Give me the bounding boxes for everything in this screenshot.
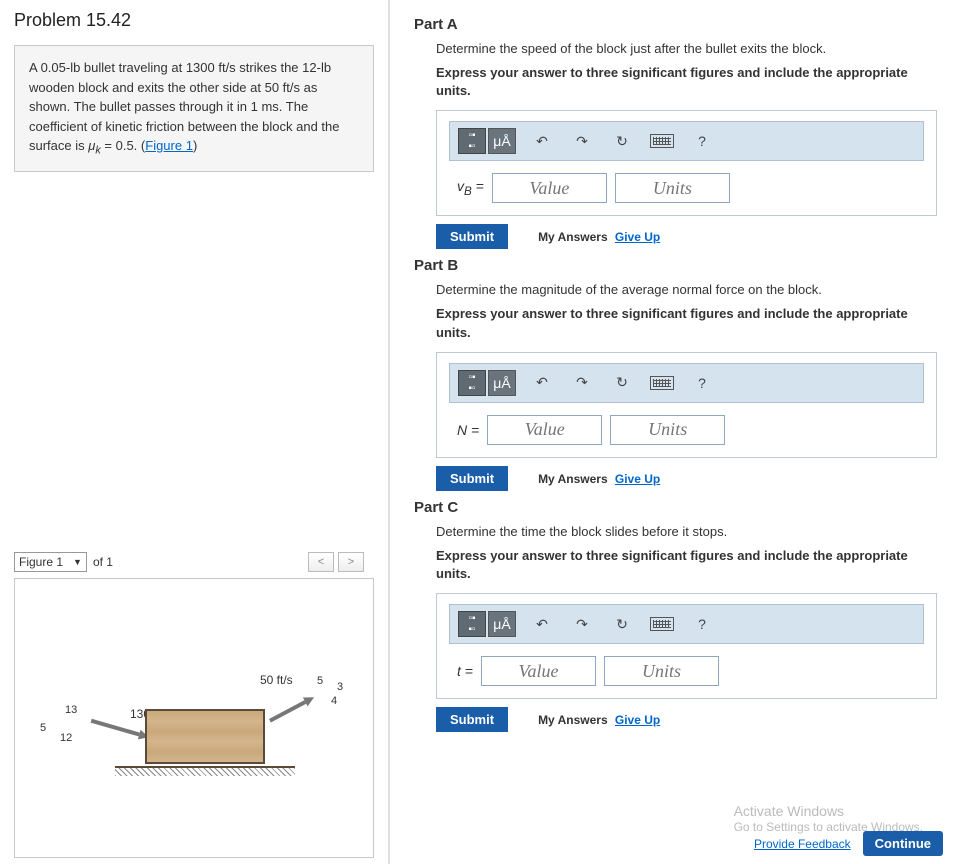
my-answers-label: My Answers <box>538 713 608 727</box>
variable-label: t = <box>457 663 473 679</box>
greek-button[interactable]: μÅ <box>488 611 516 637</box>
greek-button[interactable]: μÅ <box>488 128 516 154</box>
give-up-link[interactable]: Give Up <box>615 713 660 727</box>
part-b-question: Determine the magnitude of the average n… <box>436 282 937 297</box>
submit-button[interactable]: Submit <box>436 466 508 491</box>
my-answers-label: My Answers <box>538 230 608 244</box>
figure-prev-button[interactable]: < <box>308 552 334 572</box>
problem-statement: A 0.05-lb bullet traveling at 1300 ft/s … <box>14 45 374 172</box>
submit-button[interactable]: Submit <box>436 707 508 732</box>
greek-button[interactable]: μÅ <box>488 370 516 396</box>
reset-button[interactable]: ↻ <box>608 611 636 637</box>
units-input[interactable] <box>615 173 730 203</box>
answer-box-c: ▫▪▪▫ μÅ ↶ ↷ ↻ ? t = <box>436 593 937 699</box>
keyboard-button[interactable] <box>648 370 676 396</box>
part-title-c: Part C <box>414 499 937 516</box>
part-title-a: Part A <box>414 16 937 33</box>
part-c-question: Determine the time the block slides befo… <box>436 524 937 539</box>
templates-button[interactable]: ▫▪▪▫ <box>458 370 486 396</box>
figure-selector-label: Figure 1 <box>19 555 63 569</box>
help-button[interactable]: ? <box>688 611 716 637</box>
help-button[interactable]: ? <box>688 128 716 154</box>
undo-button[interactable]: ↶ <box>528 128 556 154</box>
part-a-question: Determine the speed of the block just af… <box>436 41 937 56</box>
speed-out-label: 50 ft/s <box>260 673 293 687</box>
redo-button[interactable]: ↷ <box>568 370 596 396</box>
templates-button[interactable]: ▫▪▪▫ <box>458 611 486 637</box>
continue-button[interactable]: Continue <box>863 831 943 856</box>
redo-button[interactable]: ↷ <box>568 611 596 637</box>
input-toolbar: ▫▪▪▫ μÅ ↶ ↷ ↻ ? <box>449 121 924 161</box>
submit-button[interactable]: Submit <box>436 224 508 249</box>
units-input[interactable] <box>604 656 719 686</box>
variable-label: vB = <box>457 178 484 198</box>
part-b-instruction: Express your answer to three significant… <box>436 305 937 341</box>
help-button[interactable]: ? <box>688 370 716 396</box>
keyboard-icon <box>650 617 674 631</box>
figure-panel: 13 5 12 5 3 4 1300 ft/s 50 ft/s <box>14 578 374 858</box>
dim-3: 3 <box>337 681 343 693</box>
problem-title: Problem 15.42 <box>14 10 374 31</box>
part-title-b: Part B <box>414 257 937 274</box>
templates-button[interactable]: ▫▪▪▫ <box>458 128 486 154</box>
give-up-link[interactable]: Give Up <box>615 230 660 244</box>
undo-button[interactable]: ↶ <box>528 370 556 396</box>
give-up-link[interactable]: Give Up <box>615 472 660 486</box>
redo-button[interactable]: ↷ <box>568 128 596 154</box>
dim-4: 4 <box>331 695 337 707</box>
units-input[interactable] <box>610 415 725 445</box>
block-icon <box>145 709 265 764</box>
undo-button[interactable]: ↶ <box>528 611 556 637</box>
bullet-out-icon <box>268 693 317 725</box>
figure-link[interactable]: Figure 1 <box>145 138 193 153</box>
dim-5: 5 <box>40 722 46 734</box>
keyboard-button[interactable] <box>648 611 676 637</box>
dim-13: 13 <box>65 704 77 716</box>
figure-count: of 1 <box>93 555 113 569</box>
value-input[interactable] <box>487 415 602 445</box>
my-answers-label: My Answers <box>538 472 608 486</box>
answer-box-a: ▫▪▪▫ μÅ ↶ ↷ ↻ ? vB = <box>436 110 937 216</box>
part-a-instruction: Express your answer to three significant… <box>436 64 937 100</box>
figure-next-button[interactable]: > <box>338 552 364 572</box>
problem-text-3: ) <box>193 138 197 153</box>
ground-icon <box>115 766 295 776</box>
problem-text-2: = 0.5. ( <box>101 138 145 153</box>
value-input[interactable] <box>481 656 596 686</box>
keyboard-icon <box>650 134 674 148</box>
answer-box-b: ▫▪▪▫ μÅ ↶ ↷ ↻ ? N = <box>436 352 937 458</box>
provide-feedback-link[interactable]: Provide Feedback <box>754 837 851 851</box>
variable-label: N = <box>457 422 479 438</box>
watermark-line1: Activate Windows <box>734 802 923 820</box>
reset-button[interactable]: ↻ <box>608 370 636 396</box>
keyboard-button[interactable] <box>648 128 676 154</box>
keyboard-icon <box>650 376 674 390</box>
reset-button[interactable]: ↻ <box>608 128 636 154</box>
dim-5r: 5 <box>317 675 323 687</box>
chevron-down-icon: ▼ <box>73 557 82 567</box>
input-toolbar: ▫▪▪▫ μÅ ↶ ↷ ↻ ? <box>449 363 924 403</box>
diagram: 13 5 12 5 3 4 1300 ft/s 50 ft/s <box>35 669 365 819</box>
input-toolbar: ▫▪▪▫ μÅ ↶ ↷ ↻ ? <box>449 604 924 644</box>
dim-12: 12 <box>60 732 72 744</box>
value-input[interactable] <box>492 173 607 203</box>
figure-selector[interactable]: Figure 1 ▼ <box>14 552 87 572</box>
part-c-instruction: Express your answer to three significant… <box>436 547 937 583</box>
